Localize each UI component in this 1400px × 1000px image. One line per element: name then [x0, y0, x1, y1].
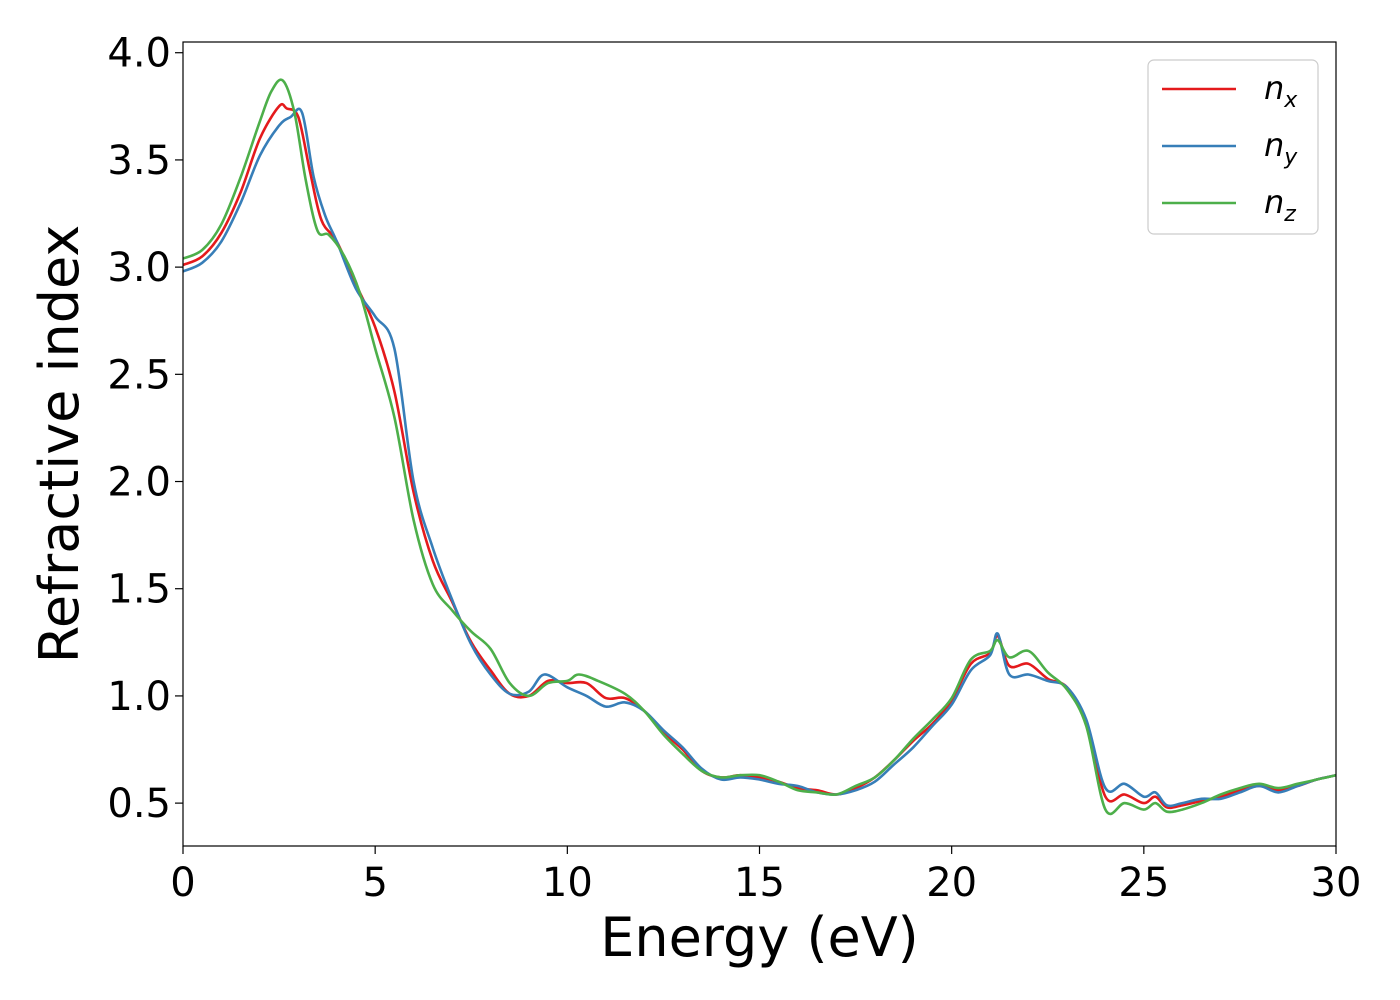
legend: nx ny nz — [1147, 59, 1319, 235]
x-tick-label: 10 — [542, 860, 593, 906]
x-tick-label: 25 — [1118, 860, 1169, 906]
legend-label-n_y: ny — [1264, 126, 1298, 170]
x-tick-label: 5 — [362, 860, 387, 906]
x-tick-label: 15 — [734, 860, 785, 906]
y-tick-label: 3.5 — [107, 138, 171, 184]
x-tick-label: 20 — [926, 860, 977, 906]
x-tick-label: 30 — [1311, 860, 1362, 906]
x-axis: 0 5 10 15 20 25 30 — [170, 846, 1361, 906]
y-tick-label: 1.0 — [107, 674, 171, 720]
y-axis: 0.5 1.0 1.5 2.0 2.5 3.0 3.5 4.0 — [107, 31, 183, 827]
y-tick-label: 4.0 — [107, 31, 171, 77]
x-axis-label: Energy (eV) — [600, 906, 919, 969]
x-tick-label: 0 — [170, 860, 195, 906]
y-tick-label: 1.5 — [107, 567, 171, 613]
series-layer — [183, 78, 1336, 816]
legend-label-n_z: nz — [1264, 183, 1296, 227]
y-axis-label: Refractive index — [28, 225, 91, 664]
y-tick-label: 2.5 — [107, 352, 171, 398]
series-line-n_y — [183, 107, 1336, 808]
y-tick-label: 0.5 — [107, 781, 171, 827]
series-line-n_z — [183, 78, 1336, 816]
legend-label-n_x: nx — [1264, 69, 1298, 113]
y-tick-label: 3.0 — [107, 245, 171, 291]
y-tick-label: 2.0 — [107, 460, 171, 506]
